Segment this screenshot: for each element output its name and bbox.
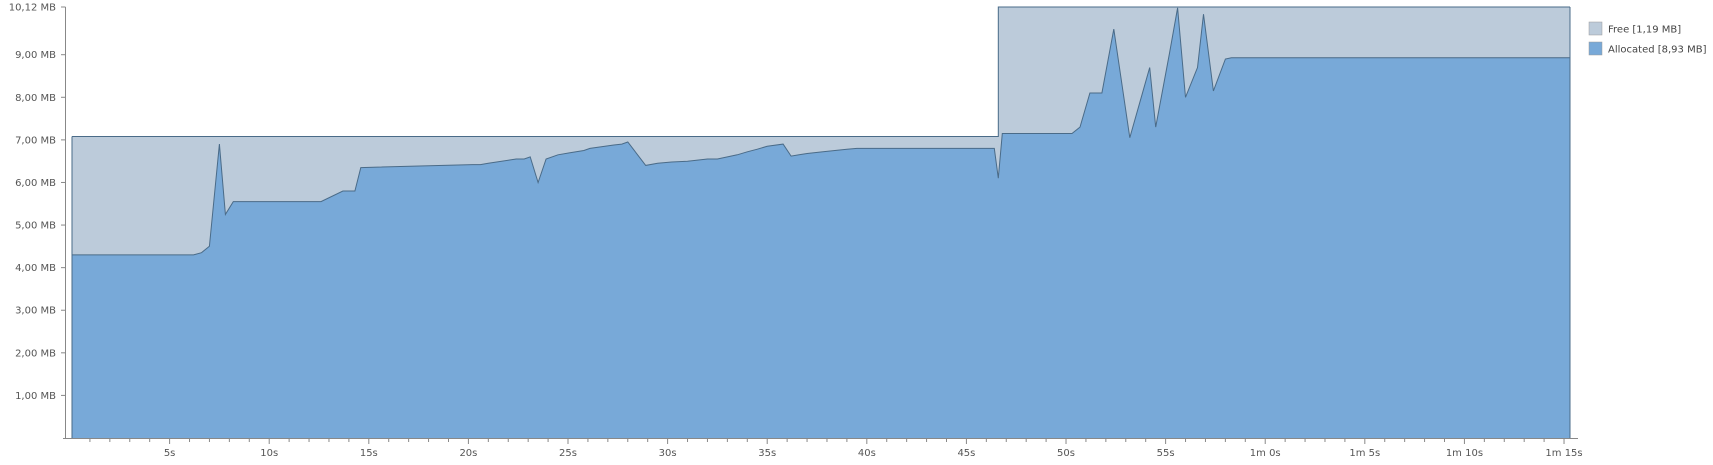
legend: Free [1,19 MB] Allocated [8,93 MB] [1588, 21, 1707, 56]
legend-swatch-allocated [1588, 41, 1603, 56]
y-tick-label: 5,00 MB [15, 221, 56, 232]
free-memory-line [72, 6, 1570, 137]
x-tick-label: 45s [957, 448, 975, 459]
x-tick-label: 50s [1057, 448, 1075, 459]
y-tick-label: 9,00 MB [15, 50, 56, 61]
y-tick-label: 1,00 MB [15, 391, 56, 402]
x-tick-label: 1m 15s [1545, 448, 1582, 459]
x-tick-label: 25s [559, 448, 577, 459]
x-tick-label: 15s [360, 448, 378, 459]
legend-swatch-free [1588, 21, 1603, 36]
y-tick-label: 8,00 MB [15, 93, 56, 104]
x-tick-label: 30s [659, 448, 677, 459]
y-tick-label: 7,00 MB [15, 135, 56, 146]
legend-label-free: Free [1,19 MB] [1608, 25, 1681, 36]
x-tick-label: 40s [858, 448, 876, 459]
x-tick-label: 55s [1157, 448, 1175, 459]
x-tick-label: 1m 10s [1446, 448, 1483, 459]
y-tick-label: 3,00 MB [15, 306, 56, 317]
y-tick-label: 2,00 MB [15, 348, 56, 359]
y-tick-label: 4,00 MB [15, 263, 56, 274]
axes: 1,00 MB 2,00 MB 3,00 MB 4,00 MB 5,00 MB 6,00 … [9, 3, 1583, 460]
x-tick-label: 1m 0s [1250, 448, 1281, 459]
x-tick-label: 10s [260, 448, 278, 459]
allocated-memory-line [72, 7, 1570, 256]
legend-label-allocated: Allocated [8,93 MB] [1608, 45, 1707, 56]
x-tick-label: 35s [758, 448, 776, 459]
plot-area [71, 6, 1571, 439]
y-tick-label: 6,00 MB [15, 178, 56, 189]
allocated-memory-area [72, 7, 1570, 439]
x-tick-label: 1m 5s [1349, 448, 1380, 459]
x-tick-label: 5s [164, 448, 176, 459]
y-tick-label: 10,12 MB [9, 3, 56, 14]
x-tick-label: 20s [459, 448, 477, 459]
